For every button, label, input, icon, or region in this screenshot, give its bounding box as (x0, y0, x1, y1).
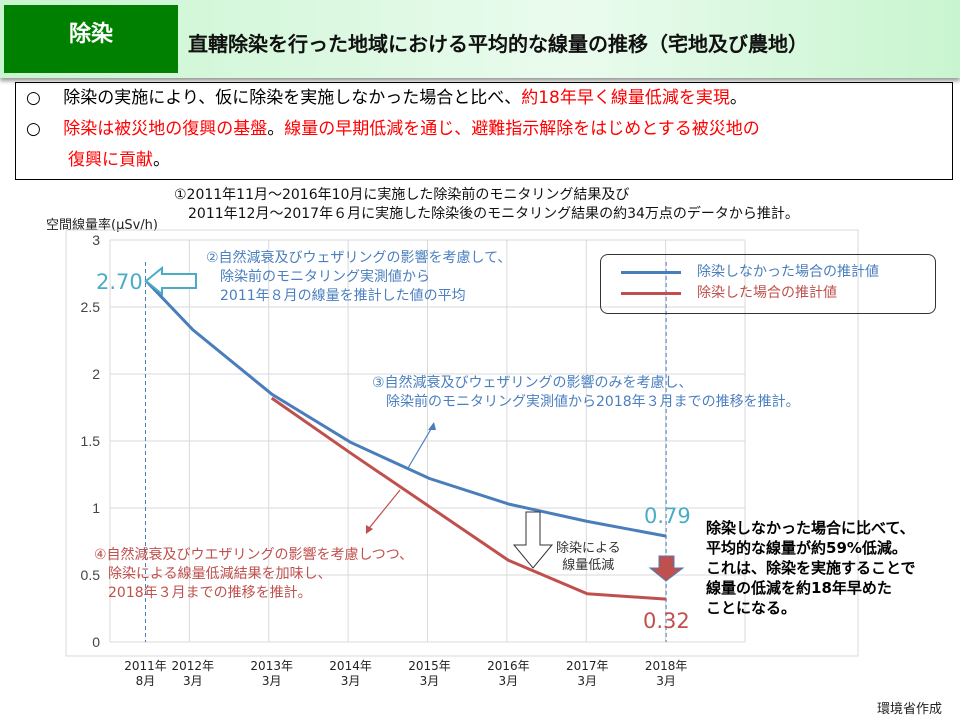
pointer-arrowhead-icon (428, 422, 436, 430)
x-tick-label: 2015年 3月 (399, 659, 459, 689)
legend-item-blue: 除染しなかった場合の推計値 (621, 262, 879, 282)
data-source-note: ①2011年11月～2016年10月に実施した除染前のモニタリング結果及び 20… (174, 186, 799, 224)
bullet: ○ (26, 88, 41, 108)
x-tick-line: 2012年 (171, 659, 215, 673)
legend: 除染しなかった場合の推計値 除染した場合の推計値 (600, 254, 936, 314)
x-tick-line: 2013年 (250, 659, 293, 673)
summary-line-3: 復興に貢献。 (68, 145, 170, 176)
y-axis-label: 空間線量率(μSv/h) (46, 218, 158, 233)
conclusion-line: 平均的な線量が約59%低減。 (706, 539, 907, 557)
annotation-line: 除染前のモニタリング実測値から2018年３月までの推移を推計。 (372, 394, 800, 410)
x-tick-line: 3月 (340, 674, 361, 688)
x-tick-line: 3月 (577, 674, 598, 688)
pointer-arrowhead-icon (366, 525, 373, 534)
conclusion-text: 除染しなかった場合に比べて、 平均的な線量が約59%低減。 これは、除染を実施するこ… (706, 518, 916, 618)
y-tick-label: 0 (92, 634, 100, 650)
legend-item-red: 除染した場合の推計値 (621, 283, 837, 303)
end-value-red-label: 0.32 (643, 609, 690, 633)
annotation-line: 除染による線量低減結果を加味し、 (94, 566, 332, 582)
highlight: 除染は被災地の復興の基盤 (63, 119, 268, 139)
reduction-label: 除染による 線量低減 (556, 540, 621, 574)
red-down-arrow-icon (648, 555, 685, 582)
end-value-blue-label: 0.79 (644, 504, 691, 528)
y-tick-label: 1.5 (81, 433, 101, 449)
annotation-2: ②自然減衰及びウェザリングの影響を考慮して、 除染前のモニタリング実測値から 2… (206, 249, 511, 306)
x-tick-line: 2011年 (124, 659, 167, 673)
x-tick-label: 2013年 3月 (242, 659, 302, 689)
x-tick-line: 3月 (498, 674, 519, 688)
annotation-line: 除染による (556, 541, 621, 556)
annotation-line: 2018年３月までの推移を推計。 (94, 585, 312, 601)
conclusion-line: 線量の低減を約18年早めた (706, 579, 892, 597)
x-tick-line: 2017年 (565, 659, 609, 673)
y-tick-label: 3 (92, 232, 100, 248)
highlight: 線量の早期低減を通じ、避難指示解除をはじめとする被災地の (284, 119, 760, 139)
x-tick-label: 2016年 3月 (478, 659, 538, 689)
y-tick-label: 2.5 (81, 299, 101, 315)
text: 。 (267, 119, 285, 139)
chart-frame (65, 229, 859, 657)
annotation-line: ③自然減衰及びウェザリングの影響のみを考慮し、 (372, 375, 693, 391)
left-arrow-icon (144, 265, 197, 297)
section-tag: 除染 (4, 5, 178, 73)
y-tick-label: 2 (92, 366, 100, 382)
annotation-line: ②自然減衰及びウェザリングの影響を考慮して、 (206, 250, 512, 266)
conclusion-line: ことになる。 (706, 599, 797, 617)
legend-swatch (621, 291, 681, 295)
down-arrow-icon (512, 511, 554, 569)
x-tick-label: 2018年 3月 (636, 659, 696, 689)
y-tick-label: 0.5 (81, 567, 101, 583)
summary-box: ○ 除染の実施により、仮に除染を実施しなかった場合と比べ、約18年早く線量低減を… (15, 82, 953, 180)
x-tick-line: 2016年 (487, 659, 530, 673)
header: 除染 直轄除染を行った地域における平均的な線量の推移（宅地及び農地） (0, 0, 960, 78)
annotation-3: ③自然減衰及びウェザリングの影響のみを考慮し、 除染前のモニタリング実測値から2… (372, 374, 800, 412)
note-line: ①2011年11月～2016年10月に実施した除染前のモニタリング結果及び (174, 187, 630, 203)
start-value-label: 2.70 (96, 270, 143, 294)
x-tick-line: 3月 (182, 674, 203, 688)
series-line-no-decontamination (144, 279, 667, 538)
legend-label: 除染した場合の推計値 (697, 285, 837, 301)
x-tick-line: 2015年 (408, 659, 451, 673)
x-tick-label: 2011年 8月 (115, 659, 175, 689)
page-title: 直轄除染を行った地域における平均的な線量の推移（宅地及び農地） (188, 32, 808, 56)
annotation-line: 線量低減 (562, 558, 615, 573)
note-line: 2011年12月～2017年６月に実施した除染後のモニタリング結果の約34万点の… (174, 206, 799, 222)
summary-line-2: ○ 除染は被災地の復興の基盤。線量の早期低減を通じ、避難指示解除をはじめとする被… (26, 114, 760, 145)
x-tick-line: 3月 (656, 674, 676, 688)
x-tick-line: 3月 (261, 674, 282, 688)
x-tick-line: 2018年 (644, 659, 688, 673)
highlight: 約18年早く線量低減を実現 (521, 88, 730, 108)
y-tick-label: 1 (92, 500, 100, 516)
pointer-line (365, 489, 401, 533)
text: 。 (729, 88, 747, 108)
pointer-line (407, 423, 435, 469)
legend-label: 除染しなかった場合の推計値 (697, 264, 879, 280)
x-tick-line: 2014年 (329, 659, 372, 673)
annotation-line: ④自然減衰及びウエザリングの影響を考慮しつつ、 (94, 547, 414, 563)
conclusion-line: これは、除染を実施することで (706, 559, 916, 577)
conclusion-line: 除染しなかった場合に比べて、 (706, 519, 915, 537)
annotation-4: ④自然減衰及びウエザリングの影響を考慮しつつ、 除染による線量低減結果を加味し、… (94, 546, 413, 603)
text: 。 (153, 150, 170, 170)
highlight: 復興に貢献 (68, 150, 153, 170)
text: 除染の実施により、仮に除染を実施しなかった場合と比べ、 (63, 88, 522, 108)
annotation-line: 2011年８月の線量を推計した値の平均 (206, 288, 466, 304)
x-tick-label: 2014年 3月 (321, 659, 381, 689)
footer-credit: 環境省作成 (876, 702, 942, 717)
series-line-decontaminated (270, 396, 667, 601)
x-tick-line: 3月 (419, 674, 440, 688)
x-tick-line: 8月 (135, 674, 156, 688)
legend-swatch (621, 270, 681, 274)
x-tick-label: 2017年 3月 (557, 659, 617, 689)
summary-line-1: ○ 除染の実施により、仮に除染を実施しなかった場合と比べ、約18年早く線量低減を… (26, 83, 747, 114)
x-tick-label: 2012年 3月 (163, 659, 223, 689)
bullet: ○ (26, 119, 41, 139)
annotation-line: 除染前のモニタリング実測値から (206, 269, 430, 285)
